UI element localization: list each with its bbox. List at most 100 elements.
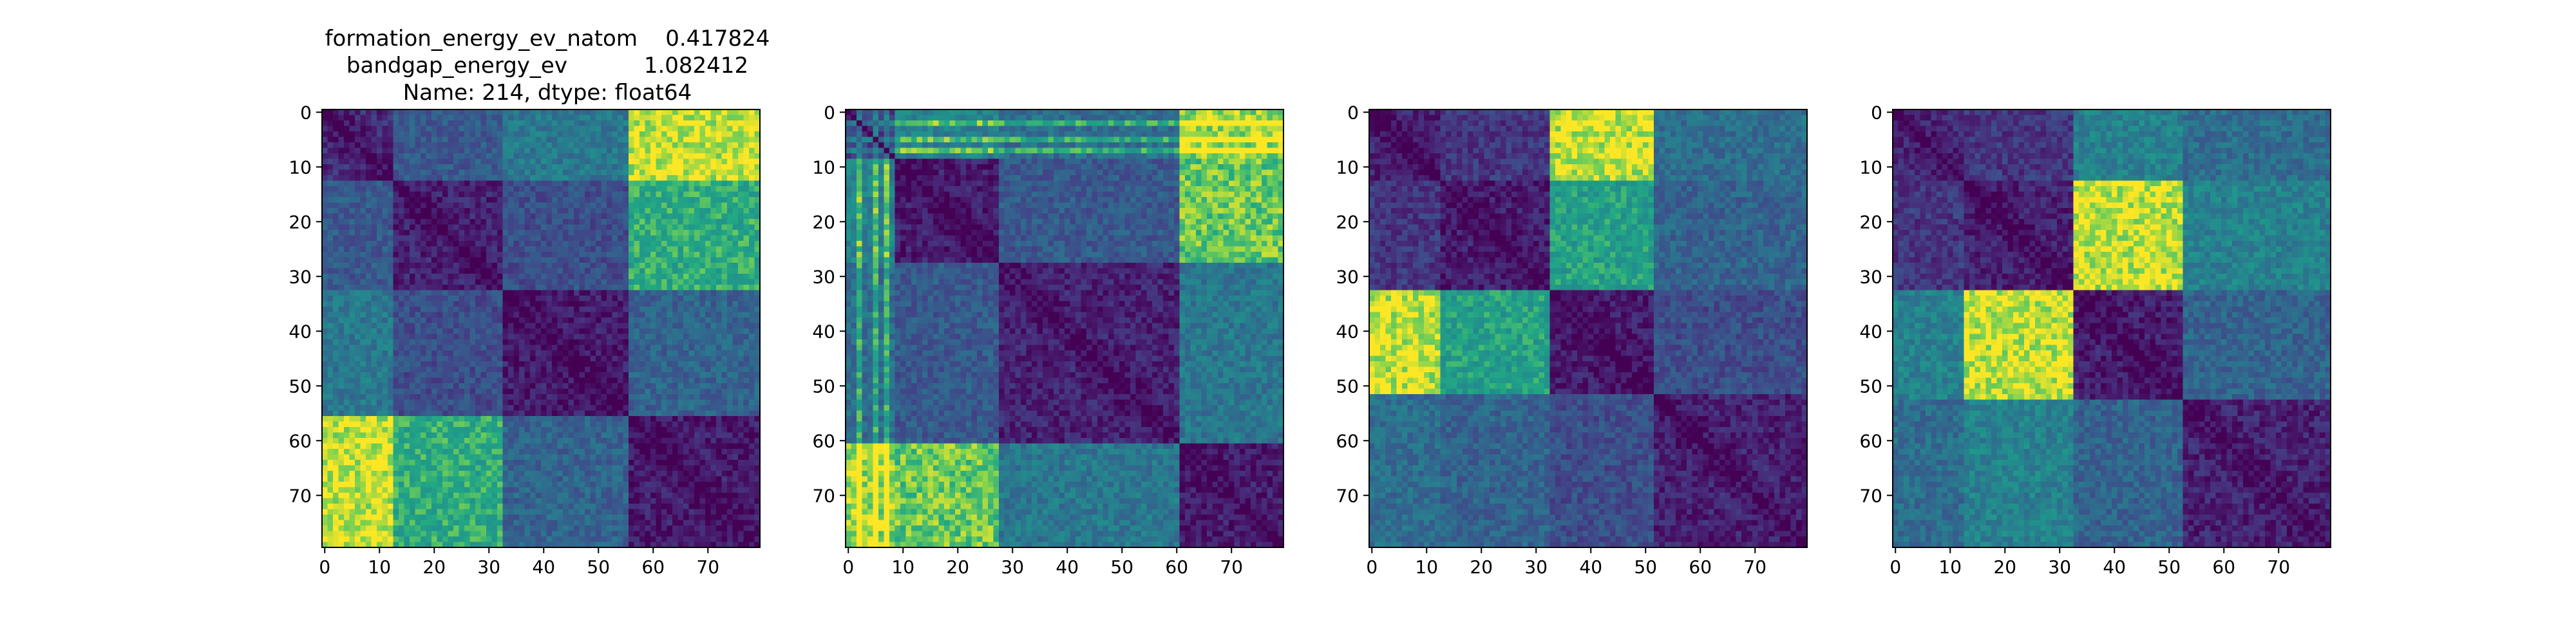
- heatmap-cell: [514, 131, 520, 137]
- heatmap-cell: [361, 164, 366, 170]
- heatmap-cell: [607, 109, 612, 115]
- heatmap-cell: [355, 203, 361, 209]
- heatmap-cell: [558, 159, 564, 165]
- heatmap-cell: [525, 175, 531, 181]
- heatmap-cell: [541, 170, 547, 176]
- heatmap-cell: [431, 109, 437, 115]
- heatmap-cell: [678, 181, 684, 187]
- heatmap-cell: [683, 131, 689, 137]
- heatmap-cell: [410, 159, 415, 165]
- heatmap-cell: [344, 159, 350, 165]
- heatmap-cell: [464, 170, 470, 176]
- heatmap-cell: [733, 148, 739, 154]
- heatmap-cell: [563, 159, 569, 165]
- heatmap-cell: [612, 203, 618, 209]
- heatmap-cell: [629, 164, 634, 170]
- heatmap-cell: [366, 137, 372, 143]
- heatmap-cell: [541, 186, 547, 192]
- heatmap-cell: [634, 181, 640, 187]
- heatmap-cell: [558, 115, 564, 121]
- heatmap-cell: [547, 192, 553, 198]
- heatmap-cell: [470, 109, 476, 115]
- heatmap-cell: [508, 170, 514, 176]
- heatmap-cell: [448, 197, 454, 203]
- heatmap-cell: [694, 137, 700, 143]
- heatmap-cell: [399, 164, 404, 170]
- heatmap-cell: [388, 131, 393, 137]
- heatmap-cell: [700, 159, 706, 165]
- heatmap-cell: [552, 148, 558, 154]
- heatmap-cell: [339, 153, 345, 159]
- heatmap-cell: [607, 131, 612, 137]
- heatmap-cell: [399, 203, 404, 209]
- heatmap-cell: [470, 164, 476, 170]
- heatmap-cell: [618, 170, 623, 176]
- heatmap-cell: [355, 159, 361, 165]
- heatmap-cell: [388, 159, 393, 165]
- heatmap-cell: [645, 164, 651, 170]
- heatmap-cell: [475, 131, 481, 137]
- heatmap-cell: [569, 115, 574, 121]
- heatmap-cell: [530, 197, 536, 203]
- heatmap-cell: [486, 186, 492, 192]
- heatmap-cell: [694, 153, 700, 159]
- heatmap-cell: [355, 115, 361, 121]
- heatmap-cell: [459, 137, 465, 143]
- heatmap-cell: [497, 170, 503, 176]
- heatmap-cell: [333, 186, 339, 192]
- heatmap-cell: [678, 131, 684, 137]
- heatmap-cell: [634, 192, 640, 198]
- heatmap-cell: [749, 170, 755, 176]
- heatmap-cell: [459, 186, 465, 192]
- heatmap-cell: [711, 131, 717, 137]
- heatmap-cell: [525, 126, 531, 132]
- heatmap-cell: [607, 203, 612, 209]
- heatmap-cell: [497, 109, 503, 115]
- heatmap-cell: [552, 186, 558, 192]
- heatmap-cell: [744, 181, 750, 187]
- heatmap-cell: [437, 164, 443, 170]
- heatmap-cell: [421, 203, 426, 209]
- heatmap-cell: [399, 153, 404, 159]
- heatmap-cell: [596, 164, 601, 170]
- heatmap-cell: [667, 170, 673, 176]
- heatmap-cell: [580, 137, 585, 143]
- heatmap-cell: [639, 192, 645, 198]
- heatmap-cell: [470, 203, 476, 209]
- heatmap-cell: [661, 197, 667, 203]
- heatmap-cell: [448, 131, 454, 137]
- heatmap-cell: [377, 109, 383, 115]
- heatmap-cell: [497, 159, 503, 165]
- heatmap-cell: [525, 203, 531, 209]
- heatmap-cell: [410, 197, 415, 203]
- heatmap-cell: [339, 170, 345, 176]
- heatmap-cell: [377, 137, 383, 143]
- heatmap-cell: [383, 126, 388, 132]
- heatmap-cell: [618, 197, 623, 203]
- heatmap-cell: [415, 115, 421, 121]
- heatmap-cell: [459, 175, 465, 181]
- heatmap-cell: [404, 120, 410, 126]
- heatmap-cell: [650, 109, 656, 115]
- heatmap-cell: [585, 164, 591, 170]
- heatmap-cell: [667, 153, 673, 159]
- heatmap-cell: [552, 175, 558, 181]
- heatmap-cell: [448, 120, 454, 126]
- heatmap-cell: [383, 148, 388, 154]
- heatmap-cell: [442, 181, 448, 187]
- heatmap-cell: [705, 192, 711, 198]
- heatmap-cell: [694, 192, 700, 198]
- heatmap-cell: [733, 186, 739, 192]
- heatmap-cell: [661, 142, 667, 148]
- heatmap-cell: [437, 120, 443, 126]
- heatmap-cell: [656, 159, 662, 165]
- heatmap-cell: [339, 203, 345, 209]
- heatmap-cell: [601, 170, 607, 176]
- heatmap-cell: [350, 131, 355, 137]
- heatmap-cell: [749, 120, 755, 126]
- heatmap-cell: [355, 109, 361, 115]
- heatmap-cell: [694, 181, 700, 187]
- heatmap-cell: [508, 186, 514, 192]
- heatmap-cell: [421, 137, 426, 143]
- heatmap-cell: [574, 181, 580, 187]
